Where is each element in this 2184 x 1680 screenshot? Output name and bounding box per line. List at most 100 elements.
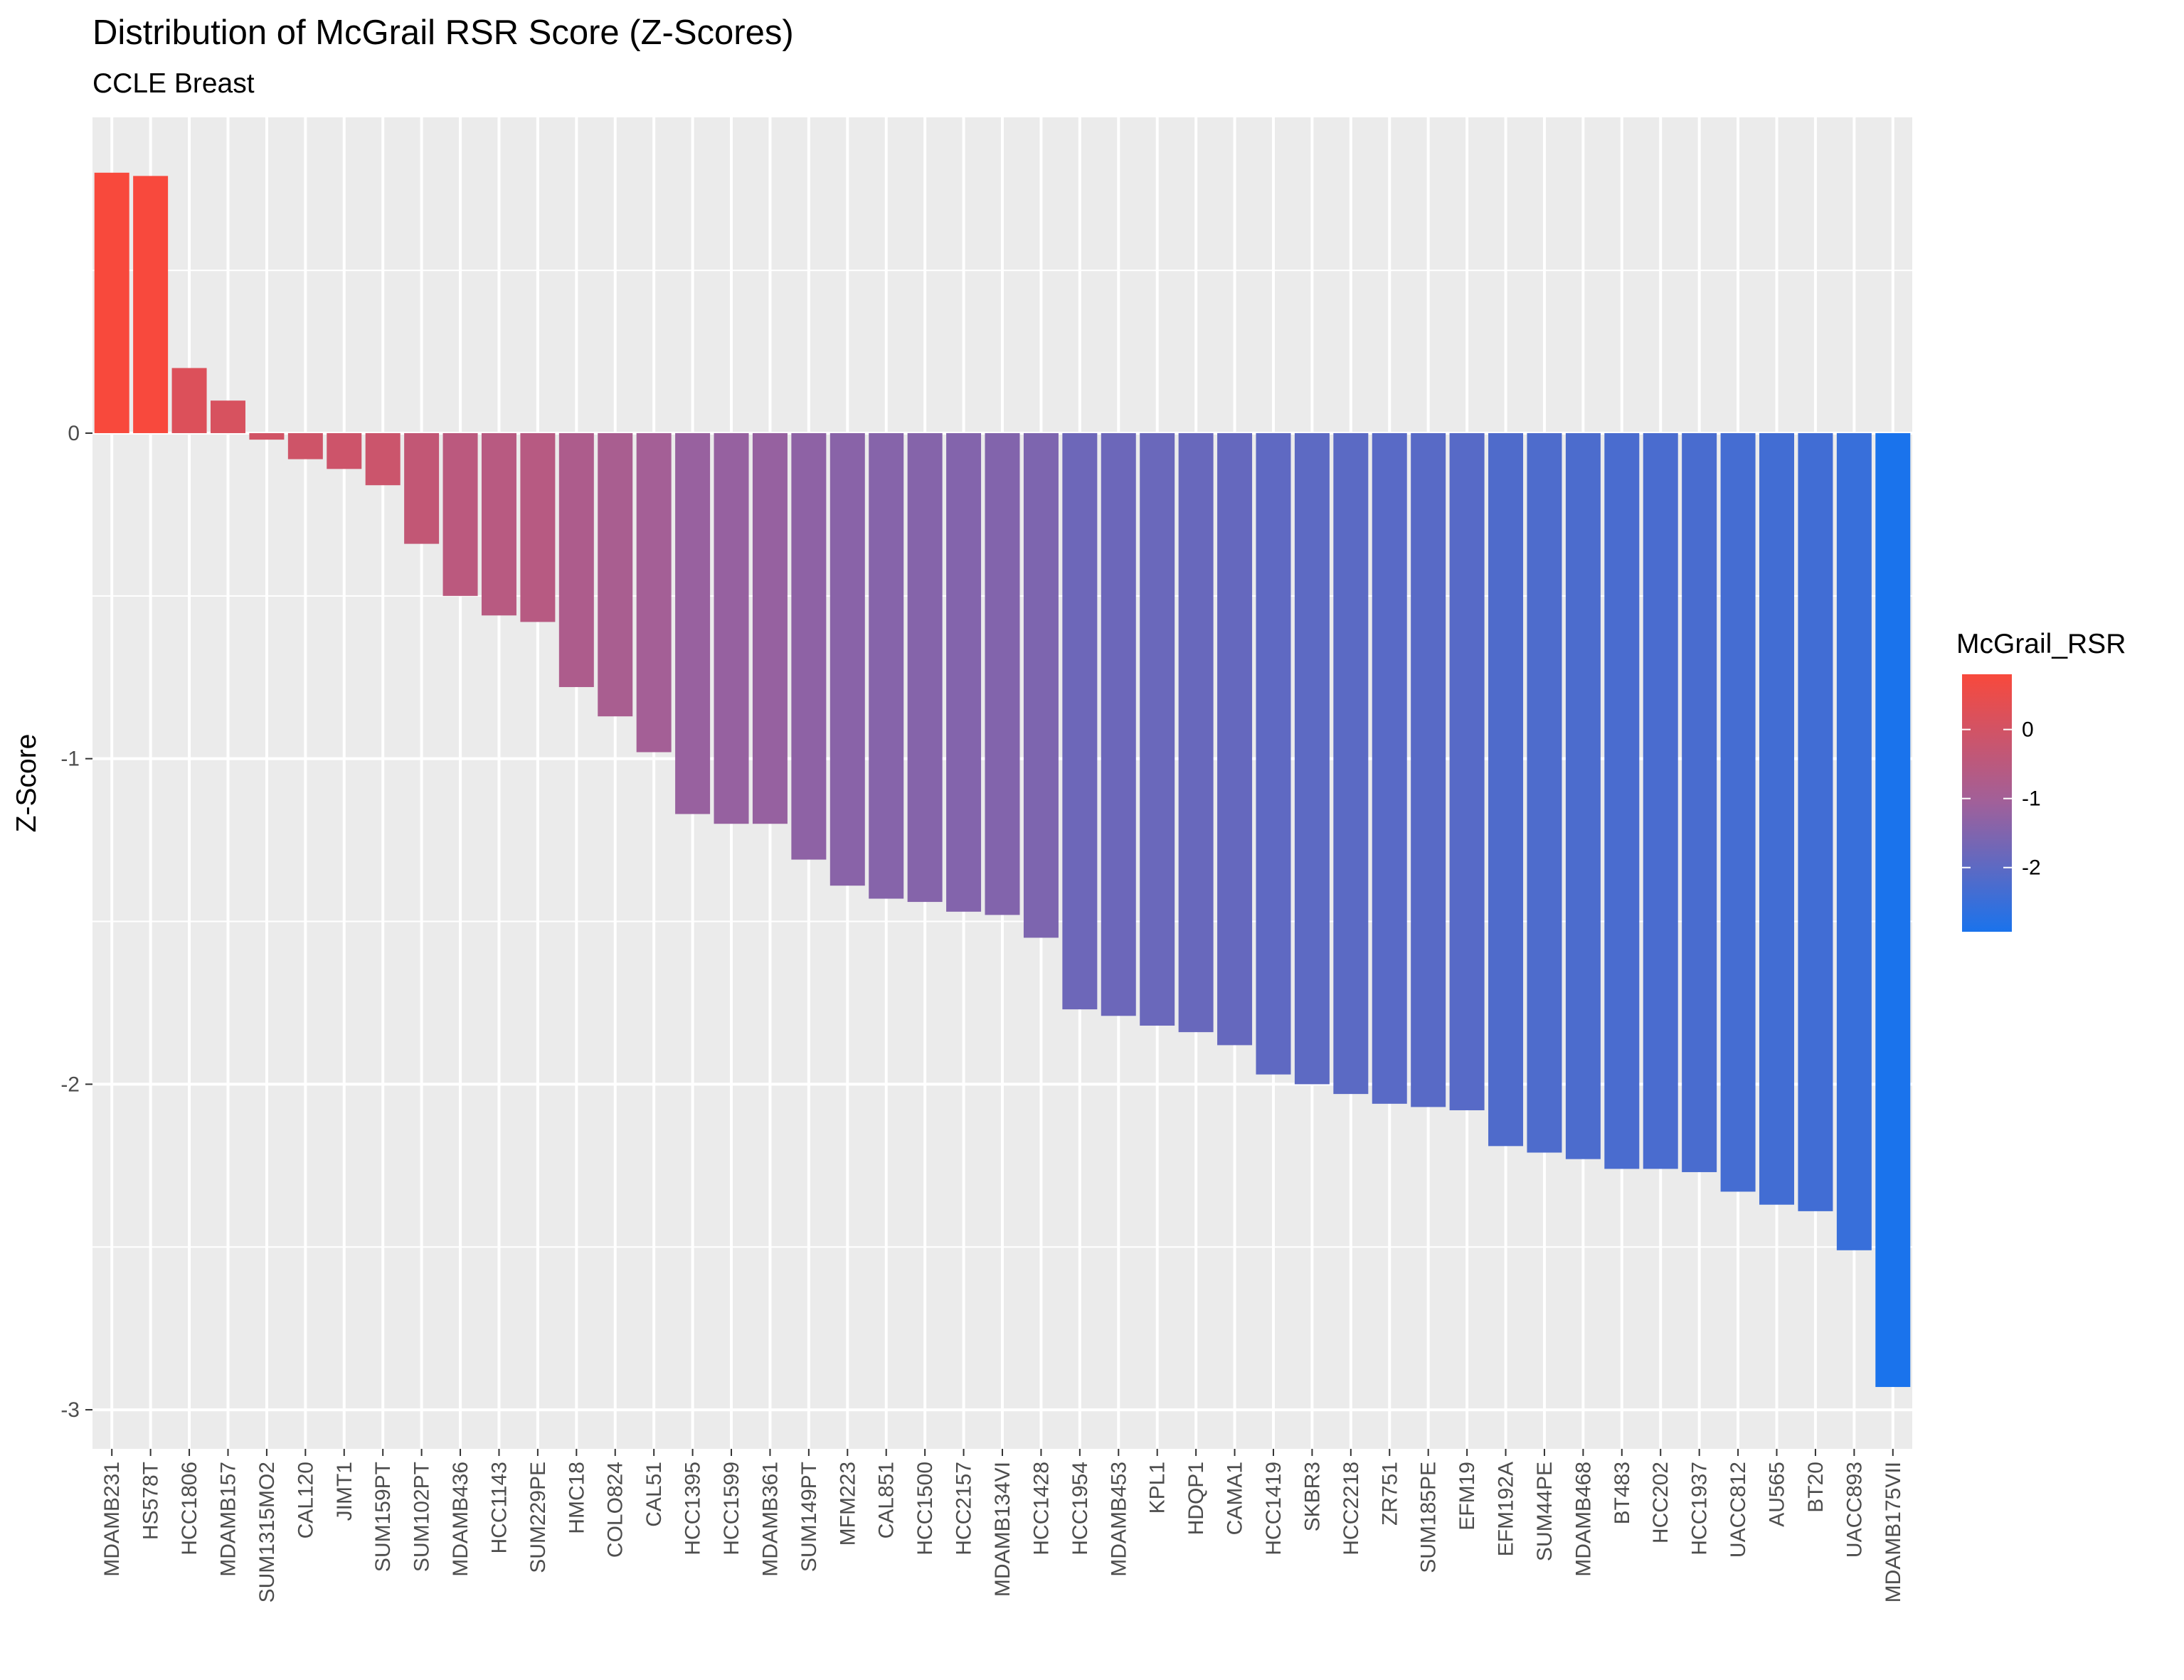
- y-axis-title: Z-Score: [11, 734, 42, 833]
- bar: [598, 432, 633, 717]
- x-tick-label: EFM192A: [1495, 1462, 1518, 1556]
- bar: [907, 432, 943, 903]
- x-tick-label: HCC1806: [178, 1462, 201, 1556]
- y-tick-label: -3: [60, 1398, 80, 1422]
- legend-colorbar: [1962, 674, 2012, 932]
- x-tick-label: HCC1500: [913, 1462, 937, 1556]
- x-tick-label: HCC202: [1649, 1462, 1673, 1543]
- x-tick-label: SUM229PE: [526, 1462, 550, 1573]
- legend-tick-label: -2: [2022, 856, 2041, 880]
- x-tick-label: BT20: [1804, 1462, 1828, 1513]
- bar: [249, 432, 285, 440]
- x-tick-label: MDAMB436: [449, 1462, 472, 1577]
- bar: [791, 432, 827, 860]
- x-tick-label: HCC1395: [682, 1462, 705, 1556]
- bar: [210, 400, 245, 433]
- bar: [558, 432, 594, 687]
- bar: [1643, 432, 1678, 1169]
- x-tick-label: MFM223: [836, 1462, 859, 1546]
- bar: [1256, 432, 1291, 1075]
- x-tick-label: MDAMB453: [1107, 1462, 1130, 1577]
- x-tick-label: HCC2218: [1340, 1462, 1363, 1556]
- bar: [404, 432, 440, 544]
- bar: [1836, 432, 1872, 1250]
- x-tick-label: SUM44PE: [1533, 1462, 1557, 1561]
- x-tick-label: SUM1315MO2: [255, 1462, 279, 1602]
- bar: [287, 432, 323, 459]
- bar: [829, 432, 865, 886]
- x-tick-label: CAL51: [642, 1462, 666, 1527]
- bar: [1411, 432, 1446, 1107]
- bar: [869, 432, 904, 899]
- y-tick-label: -2: [60, 1073, 80, 1096]
- bar: [1101, 432, 1136, 1016]
- y-tick-label: -1: [60, 748, 80, 771]
- bar: [1682, 432, 1717, 1172]
- legend-ticks: 0 -1 -2: [1962, 718, 2041, 880]
- x-tick-label: EFM19: [1456, 1462, 1479, 1531]
- bar: [133, 176, 169, 433]
- x-tick-label: SUM159PT: [371, 1462, 395, 1572]
- bar: [1372, 432, 1407, 1104]
- bar: [946, 432, 982, 912]
- x-tick-label: COLO824: [604, 1462, 627, 1558]
- chart-title: Distribution of McGrail RSR Score (Z-Sco…: [92, 14, 794, 52]
- bar: [752, 432, 788, 824]
- x-tick-label: MDAMB175VII: [1882, 1462, 1905, 1602]
- bar: [520, 432, 556, 622]
- x-tick-label: HCC1599: [720, 1462, 743, 1556]
- bar: [1604, 432, 1640, 1169]
- x-tick-label: HCC2157: [953, 1462, 976, 1556]
- x-tick-label: UACC812: [1727, 1462, 1750, 1558]
- bar: [1759, 432, 1795, 1205]
- bar: [1178, 432, 1214, 1033]
- bar: [1294, 432, 1330, 1085]
- bar: [365, 432, 401, 486]
- bar: [1062, 432, 1098, 1010]
- x-tick-label: BT483: [1611, 1462, 1634, 1524]
- bar: [714, 432, 749, 824]
- x-tick-label: HS578T: [139, 1462, 163, 1540]
- bar: [327, 432, 362, 469]
- bar: [985, 432, 1020, 915]
- x-tick-label: AU565: [1766, 1462, 1789, 1527]
- bar: [1449, 432, 1485, 1110]
- bar: [675, 432, 711, 814]
- legend-tick-label: 0: [2022, 718, 2034, 742]
- x-tick-label: HCC1937: [1688, 1462, 1712, 1556]
- bar: [636, 432, 672, 753]
- bars: [94, 172, 1911, 1388]
- x-tick-label: HCC1954: [1069, 1462, 1092, 1556]
- x-tick-label: HCC1143: [487, 1462, 511, 1554]
- x-tick-label: UACC893: [1843, 1462, 1866, 1558]
- x-tick-label: MDAMB134VI: [991, 1462, 1014, 1597]
- x-tick-label: CAL120: [294, 1462, 317, 1538]
- x-tick-label: SUM102PT: [410, 1462, 434, 1572]
- x-tick-label: SUM149PT: [797, 1462, 821, 1572]
- bar: [1217, 432, 1253, 1046]
- bar: [1798, 432, 1833, 1211]
- bar: [1488, 432, 1524, 1147]
- legend-title: McGrail_RSR: [1956, 629, 2126, 659]
- x-tick-label: SKBR3: [1300, 1462, 1324, 1531]
- x-tick-label: SUM185PE: [1417, 1462, 1441, 1573]
- x-tick-label: CAMA1: [1224, 1462, 1247, 1535]
- chart-subtitle: CCLE Breast: [92, 68, 255, 99]
- x-tick-label: MDAMB361: [758, 1462, 782, 1577]
- bar: [1140, 432, 1175, 1026]
- bar: [442, 432, 478, 596]
- x-tick-label: MDAMB231: [100, 1462, 124, 1577]
- legend-tick-label: -1: [2022, 787, 2041, 811]
- bar: [94, 172, 129, 433]
- x-axis-ticks: MDAMB231 HS578T HCC1806 MDAMB157 SUM1315MO2 C…: [100, 1449, 1905, 1602]
- x-tick-label: HDQP1: [1184, 1462, 1208, 1535]
- x-tick-label: ZR751: [1378, 1462, 1401, 1526]
- y-axis-ticks: 0 -1 -2 -3: [60, 422, 92, 1422]
- bar: [1333, 432, 1369, 1095]
- bar: [171, 368, 207, 433]
- x-tick-label: HMC18: [565, 1462, 588, 1534]
- bar: [1023, 432, 1059, 938]
- legend: McGrail_RSR 0 -1 -2: [1956, 629, 2126, 932]
- x-tick-label: HCC1419: [1262, 1462, 1286, 1556]
- x-tick-label: HCC1428: [1029, 1462, 1053, 1556]
